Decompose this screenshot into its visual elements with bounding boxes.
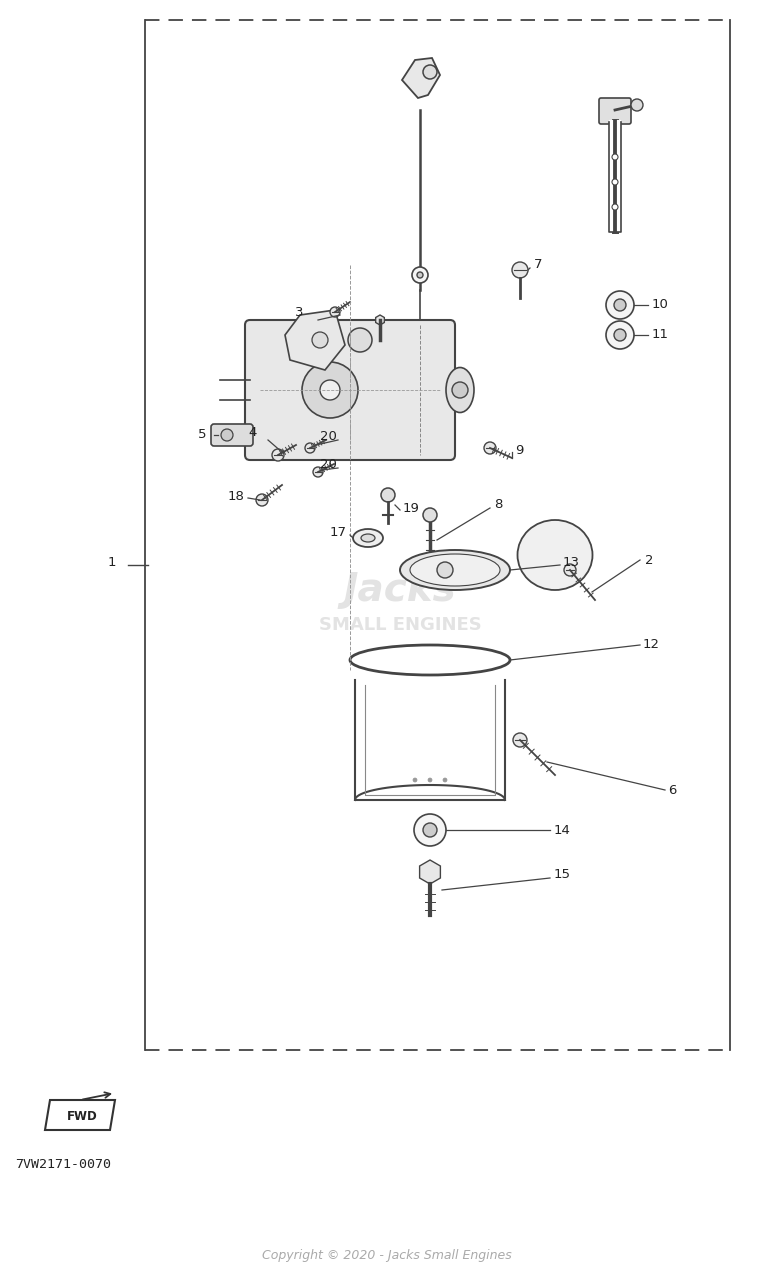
Ellipse shape	[410, 554, 500, 586]
Text: 11: 11	[652, 329, 669, 341]
Polygon shape	[285, 310, 345, 370]
Circle shape	[412, 267, 428, 283]
Circle shape	[312, 333, 328, 348]
Circle shape	[611, 138, 619, 146]
Text: Jacks: Jacks	[343, 570, 456, 609]
Circle shape	[611, 183, 619, 191]
FancyBboxPatch shape	[211, 425, 253, 446]
Circle shape	[612, 153, 618, 160]
Text: 19: 19	[403, 501, 420, 514]
FancyBboxPatch shape	[245, 320, 455, 460]
Text: 7: 7	[534, 258, 542, 271]
Text: SMALL ENGINES: SMALL ENGINES	[319, 616, 481, 634]
Text: 13: 13	[563, 555, 580, 568]
Circle shape	[305, 443, 315, 453]
Circle shape	[256, 494, 268, 506]
Text: 17: 17	[330, 526, 347, 538]
Circle shape	[564, 564, 576, 576]
Circle shape	[348, 327, 372, 352]
Text: 5: 5	[198, 428, 206, 441]
Circle shape	[443, 778, 447, 781]
Polygon shape	[45, 1100, 115, 1131]
Circle shape	[612, 203, 618, 210]
Circle shape	[484, 443, 496, 454]
FancyBboxPatch shape	[599, 98, 631, 124]
Text: 18: 18	[228, 490, 245, 503]
Circle shape	[330, 307, 340, 317]
Text: 12: 12	[643, 638, 660, 651]
Ellipse shape	[353, 530, 383, 547]
Text: 9: 9	[515, 444, 523, 457]
Circle shape	[631, 98, 643, 111]
Circle shape	[413, 778, 417, 781]
Text: 2: 2	[645, 554, 653, 567]
Circle shape	[302, 362, 358, 418]
Ellipse shape	[400, 550, 510, 590]
Circle shape	[513, 733, 527, 747]
Circle shape	[221, 428, 233, 441]
Circle shape	[612, 179, 618, 185]
Circle shape	[606, 321, 634, 349]
Ellipse shape	[518, 521, 593, 590]
Text: 8: 8	[494, 499, 502, 512]
Polygon shape	[376, 315, 384, 325]
Text: Copyright © 2020 - Jacks Small Engines: Copyright © 2020 - Jacks Small Engines	[262, 1248, 512, 1261]
Ellipse shape	[361, 535, 375, 542]
Circle shape	[423, 65, 437, 79]
Circle shape	[272, 449, 284, 460]
Circle shape	[614, 299, 626, 311]
Text: FWD: FWD	[67, 1109, 98, 1123]
Circle shape	[512, 262, 528, 278]
Ellipse shape	[446, 367, 474, 413]
Text: 4: 4	[248, 426, 257, 439]
Polygon shape	[315, 315, 324, 325]
Text: 6: 6	[668, 784, 677, 797]
Text: 15: 15	[554, 868, 571, 881]
Text: 10: 10	[652, 298, 669, 312]
Text: 20: 20	[320, 430, 337, 443]
Circle shape	[417, 272, 423, 278]
Circle shape	[313, 467, 323, 477]
Text: 3: 3	[295, 306, 304, 318]
Circle shape	[452, 382, 468, 398]
Circle shape	[437, 561, 453, 578]
Circle shape	[611, 162, 619, 171]
Text: 7VW2171-0070: 7VW2171-0070	[15, 1159, 111, 1172]
Text: 20: 20	[320, 458, 337, 471]
Polygon shape	[419, 859, 440, 884]
Circle shape	[428, 778, 432, 781]
Circle shape	[414, 813, 446, 845]
Text: 14: 14	[554, 824, 571, 836]
Text: 1: 1	[108, 556, 116, 569]
Circle shape	[423, 822, 437, 836]
Circle shape	[614, 329, 626, 341]
Circle shape	[606, 292, 634, 318]
Circle shape	[381, 489, 395, 501]
Polygon shape	[402, 58, 440, 98]
Circle shape	[320, 380, 340, 400]
Circle shape	[423, 508, 437, 522]
